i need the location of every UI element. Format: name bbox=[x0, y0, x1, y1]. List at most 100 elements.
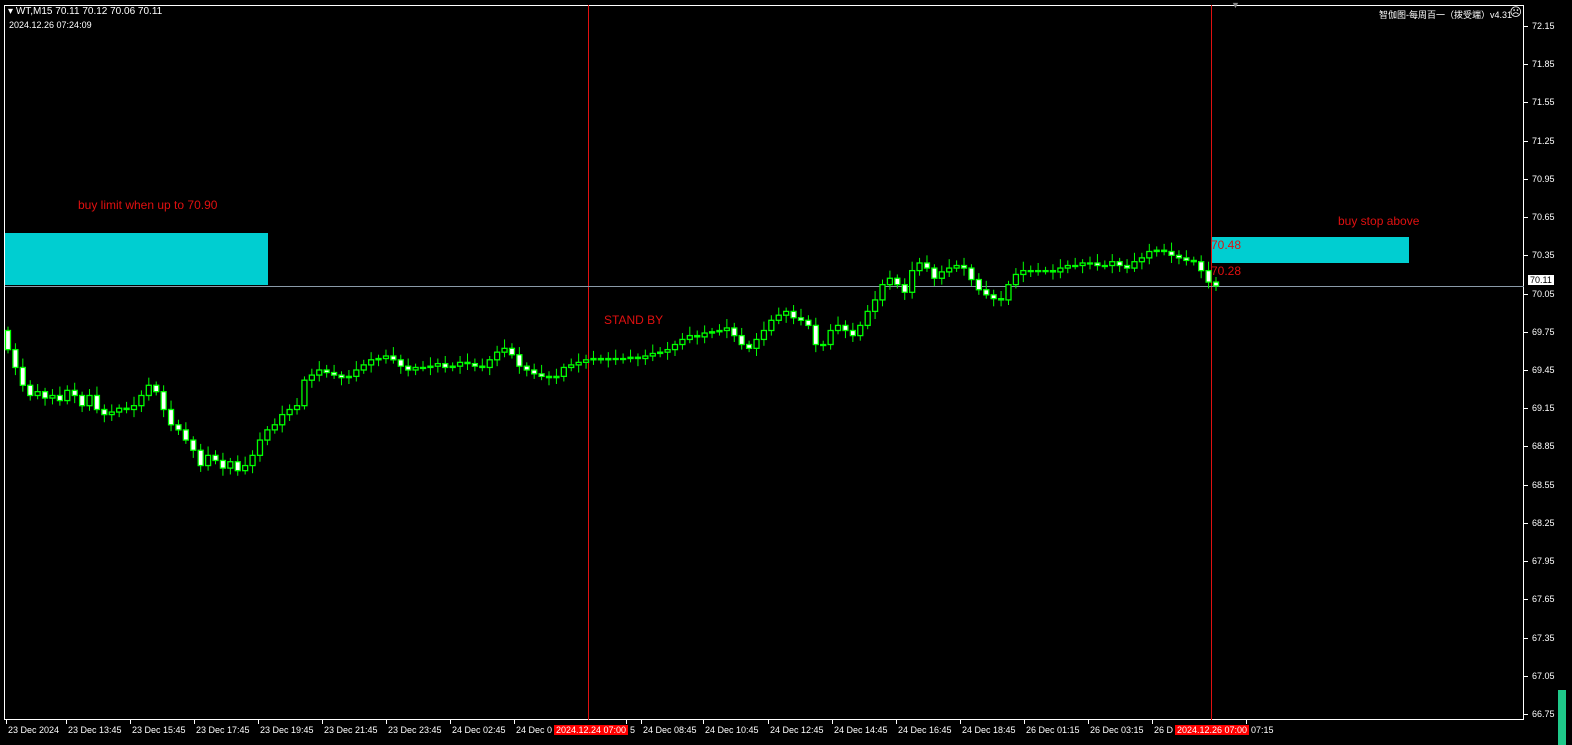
candle-body bbox=[1109, 261, 1116, 267]
y-tick bbox=[1524, 178, 1528, 180]
candle bbox=[1153, 246, 1160, 257]
candle-body bbox=[316, 369, 323, 376]
candle-body bbox=[1034, 269, 1042, 273]
candle-body bbox=[160, 391, 167, 411]
candle bbox=[412, 363, 419, 376]
candle bbox=[686, 326, 693, 344]
candle-body bbox=[12, 348, 19, 369]
candle-body bbox=[760, 329, 768, 341]
candle-body bbox=[619, 357, 627, 361]
candle bbox=[1198, 255, 1205, 279]
candle-body bbox=[997, 298, 1005, 301]
candle-body bbox=[204, 454, 212, 467]
candle-body bbox=[612, 357, 619, 361]
x-tick-label: 23 Dec 2024 bbox=[8, 725, 60, 735]
x-tick bbox=[1088, 720, 1089, 724]
candle bbox=[130, 396, 138, 418]
candle bbox=[1183, 250, 1190, 266]
candle-body bbox=[293, 405, 301, 411]
y-tick bbox=[1524, 484, 1528, 486]
y-tick bbox=[1524, 522, 1528, 524]
x-tick bbox=[130, 720, 131, 724]
x-tick-label: 26 Dec 03:15 bbox=[1090, 725, 1144, 735]
candle-body bbox=[582, 359, 590, 364]
candle bbox=[1072, 257, 1079, 270]
candle-body bbox=[1027, 269, 1034, 273]
candle-body bbox=[286, 408, 293, 416]
indicator-name: 智伽图-每周百一（拨受端）v4.31 bbox=[1378, 10, 1512, 20]
candle-body bbox=[657, 351, 664, 355]
y-tick-label: 68.55 bbox=[1532, 479, 1555, 490]
candle-body bbox=[1175, 254, 1183, 259]
candle bbox=[279, 405, 286, 433]
candle-body bbox=[701, 332, 708, 338]
candle bbox=[175, 419, 182, 435]
candle bbox=[427, 357, 434, 376]
candle bbox=[508, 343, 516, 359]
candle-body bbox=[123, 407, 130, 411]
candle bbox=[1175, 250, 1183, 265]
x-tick-label: 24 Dec 02:45 bbox=[452, 725, 506, 735]
candle-body bbox=[797, 317, 805, 321]
candle bbox=[182, 422, 190, 444]
candle bbox=[160, 385, 167, 418]
scroll-triangle-icon[interactable]: ▼ bbox=[1231, 0, 1240, 10]
candle-body bbox=[1168, 250, 1175, 256]
y-tick bbox=[1524, 26, 1528, 27]
candle bbox=[619, 353, 627, 364]
candle-body bbox=[590, 357, 597, 361]
candle-body bbox=[271, 424, 278, 431]
candle bbox=[538, 364, 545, 381]
candle bbox=[1079, 259, 1086, 274]
candle bbox=[708, 327, 716, 339]
candle bbox=[479, 358, 486, 372]
candle bbox=[1034, 262, 1042, 276]
candle bbox=[597, 354, 605, 364]
candle-body bbox=[1198, 261, 1205, 272]
y-tick-label: 67.65 bbox=[1532, 594, 1555, 605]
candle bbox=[1042, 266, 1049, 275]
x-tick bbox=[322, 720, 323, 724]
candle-body bbox=[1205, 269, 1212, 283]
candle-body bbox=[427, 365, 434, 369]
candle-body bbox=[434, 362, 441, 367]
candle-body bbox=[560, 366, 567, 378]
candle bbox=[234, 455, 241, 476]
candle-body bbox=[938, 271, 945, 279]
candle-body bbox=[116, 407, 123, 413]
candle bbox=[153, 381, 160, 396]
candle-body bbox=[397, 359, 404, 367]
symbol-header[interactable]: ▾ WT,M15 70.11 70.12 70.06 70.11 bbox=[8, 6, 163, 17]
candle bbox=[1005, 280, 1012, 306]
candle bbox=[375, 354, 382, 367]
candle-body bbox=[19, 366, 26, 386]
x-tick-label: 24 Dec 12:45 bbox=[770, 725, 824, 735]
candle bbox=[301, 376, 308, 410]
candle bbox=[145, 377, 152, 401]
candle-body bbox=[1049, 269, 1057, 273]
x-tick bbox=[1152, 720, 1153, 724]
candle bbox=[864, 305, 871, 330]
candle-body bbox=[1160, 249, 1168, 253]
candle bbox=[1027, 265, 1034, 277]
candle bbox=[264, 426, 271, 446]
candle-body bbox=[975, 278, 982, 291]
candle bbox=[197, 443, 204, 472]
candle bbox=[360, 359, 367, 374]
candle bbox=[1138, 252, 1146, 270]
scrollbar[interactable] bbox=[1558, 690, 1566, 745]
candle-body bbox=[1190, 259, 1197, 263]
candle bbox=[286, 404, 293, 421]
candle bbox=[694, 330, 701, 345]
candle-body bbox=[197, 449, 204, 467]
candle-body bbox=[323, 369, 330, 374]
y-tick bbox=[1524, 675, 1528, 677]
candle-body bbox=[471, 362, 479, 367]
candle-body bbox=[605, 357, 612, 361]
time-marker-line-2[interactable] bbox=[1211, 5, 1212, 720]
candle bbox=[886, 270, 894, 290]
candle bbox=[138, 390, 145, 413]
candle bbox=[449, 362, 456, 372]
candle bbox=[471, 358, 479, 372]
candle bbox=[568, 358, 575, 372]
